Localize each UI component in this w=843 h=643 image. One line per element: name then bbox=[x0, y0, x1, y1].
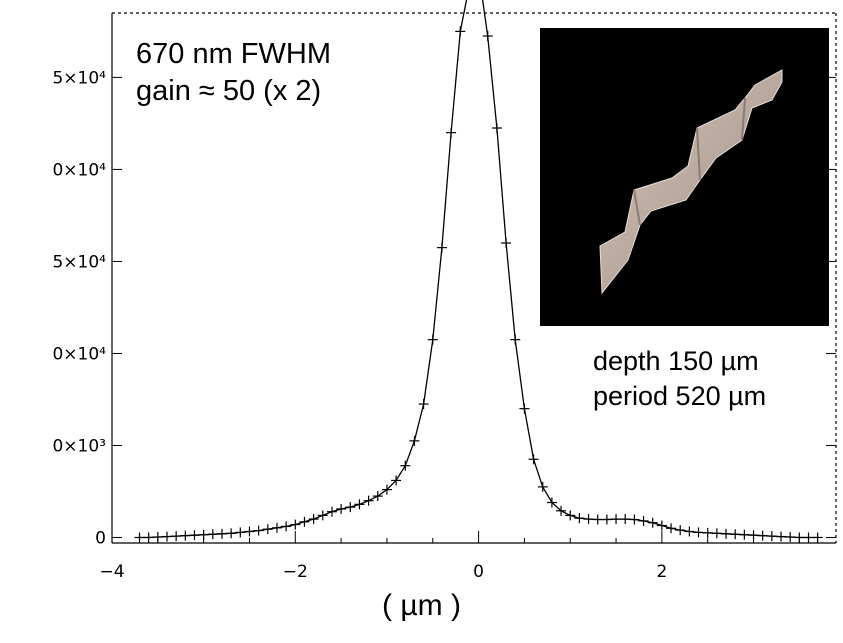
data-point bbox=[510, 334, 521, 345]
y-tick-label: 5×10⁴ bbox=[52, 68, 106, 88]
x-tick-label: 2 bbox=[656, 562, 667, 582]
data-point bbox=[711, 528, 722, 539]
data-point bbox=[427, 334, 438, 345]
plot-area bbox=[134, 0, 823, 543]
annotation-depth-period: depth 150 µm period 520 µm bbox=[593, 344, 766, 414]
y-tick-label: 0 bbox=[95, 528, 106, 548]
y-tick-label: 0×10⁴ bbox=[52, 160, 106, 180]
data-point bbox=[730, 529, 741, 540]
data-point bbox=[372, 491, 383, 502]
data-point bbox=[565, 510, 576, 521]
data-point bbox=[409, 435, 420, 446]
data-point bbox=[446, 127, 457, 138]
x-tick-label: −4 bbox=[99, 562, 124, 582]
data-point bbox=[638, 515, 649, 526]
data-point bbox=[143, 532, 154, 543]
data-point bbox=[666, 523, 677, 534]
data-point bbox=[161, 531, 172, 542]
data-point bbox=[207, 529, 218, 540]
data-point bbox=[528, 454, 539, 465]
data-point bbox=[739, 529, 750, 540]
data-point bbox=[812, 532, 823, 543]
data-point bbox=[281, 521, 292, 532]
data-point bbox=[482, 31, 493, 42]
data-point bbox=[675, 525, 686, 536]
data-point bbox=[253, 525, 264, 536]
data-point bbox=[400, 460, 411, 471]
data-point bbox=[785, 532, 796, 543]
data-point bbox=[501, 238, 512, 249]
data-point bbox=[647, 517, 658, 528]
data-point bbox=[418, 399, 429, 410]
data-point bbox=[290, 519, 301, 530]
data-point bbox=[436, 242, 447, 253]
data-point bbox=[721, 528, 732, 539]
inset-image bbox=[540, 28, 829, 326]
data-point bbox=[656, 520, 667, 531]
data-point bbox=[244, 526, 255, 537]
data-point bbox=[198, 529, 209, 540]
ribbon-surface bbox=[599, 69, 783, 295]
data-point bbox=[262, 524, 273, 535]
data-point bbox=[491, 123, 502, 134]
data-point bbox=[363, 495, 374, 506]
x-tick-label: −2 bbox=[283, 562, 308, 582]
y-tick-label: 5×10⁴ bbox=[52, 252, 106, 272]
data-point bbox=[336, 503, 347, 514]
data-point bbox=[611, 514, 622, 525]
y-tick-label: 0×10⁴ bbox=[52, 344, 106, 364]
y-tick-label: 0×10³ bbox=[52, 436, 106, 456]
annotation-depth: depth 150 µm bbox=[593, 346, 759, 376]
data-point bbox=[308, 514, 319, 525]
data-point bbox=[152, 532, 163, 543]
data-point bbox=[757, 530, 768, 541]
data-point bbox=[693, 527, 704, 538]
data-point bbox=[381, 484, 392, 495]
data-point bbox=[794, 532, 805, 543]
annotation-fwhm: 670 nm FWHM bbox=[136, 38, 331, 70]
data-point bbox=[748, 530, 759, 541]
data-point bbox=[455, 26, 466, 37]
data-point bbox=[519, 403, 530, 414]
data-point bbox=[299, 516, 310, 527]
data-point bbox=[216, 528, 227, 539]
data-point bbox=[271, 522, 282, 533]
data-point bbox=[601, 514, 612, 525]
data-point bbox=[226, 528, 237, 539]
data-point bbox=[684, 526, 695, 537]
data-point bbox=[391, 475, 402, 486]
data-point bbox=[537, 481, 548, 492]
data-point bbox=[189, 530, 200, 541]
x-tick-label: 0 bbox=[473, 562, 484, 582]
data-point bbox=[326, 506, 337, 517]
data-point bbox=[171, 531, 182, 542]
data-point bbox=[134, 532, 145, 543]
data-point bbox=[629, 514, 640, 525]
data-point bbox=[702, 527, 713, 538]
data-point bbox=[556, 505, 567, 516]
data-point bbox=[766, 531, 777, 542]
annotation-period: period 520 µm bbox=[593, 381, 767, 412]
data-point bbox=[574, 513, 585, 524]
annotation-gain: gain ≈ 50 (x 2) bbox=[136, 74, 322, 107]
data-point bbox=[345, 502, 356, 513]
data-point bbox=[776, 531, 787, 542]
data-point bbox=[235, 527, 246, 538]
data-point bbox=[317, 510, 328, 521]
data-point bbox=[592, 514, 603, 525]
data-point bbox=[180, 530, 191, 541]
annotation-fwhm-gain: 670 nm FWHM gain ≈ 50 (x 2) bbox=[136, 36, 331, 110]
data-point bbox=[620, 514, 631, 525]
data-point bbox=[354, 499, 365, 510]
x-axis-label: ( µm ) bbox=[382, 589, 461, 622]
data-point bbox=[803, 532, 814, 543]
data-point bbox=[546, 497, 557, 508]
axes bbox=[111, 12, 837, 544]
data-point bbox=[583, 514, 594, 525]
